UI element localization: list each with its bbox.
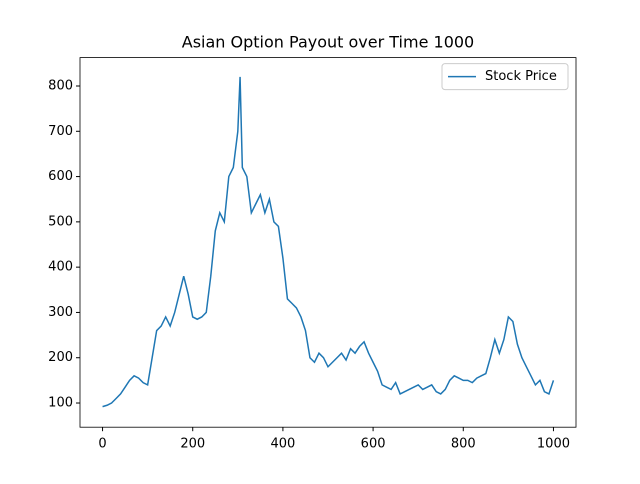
y-tick-label: 300 xyxy=(48,305,73,320)
x-tick-label: 600 xyxy=(361,437,386,452)
y-tick-label: 200 xyxy=(48,350,73,365)
x-tick-label: 0 xyxy=(98,437,106,452)
y-tick-label: 800 xyxy=(48,78,73,93)
y-tick-label: 400 xyxy=(48,260,73,275)
plot-frame xyxy=(79,57,577,428)
y-tick-label: 700 xyxy=(48,124,73,139)
x-tick-label: 400 xyxy=(270,437,295,452)
x-tick-label: 1000 xyxy=(537,437,570,452)
y-tick-label: 600 xyxy=(48,169,73,184)
x-tick-label: 200 xyxy=(180,437,205,452)
legend-label: Stock Price xyxy=(485,69,557,84)
chart-title: Asian Option Payout over Time 1000 xyxy=(182,33,474,52)
line-series xyxy=(102,76,555,408)
y-tick-label: 500 xyxy=(48,214,73,229)
y-tick-label: 100 xyxy=(48,396,73,411)
x-tick-label: 800 xyxy=(451,437,476,452)
legend-box xyxy=(441,63,569,91)
